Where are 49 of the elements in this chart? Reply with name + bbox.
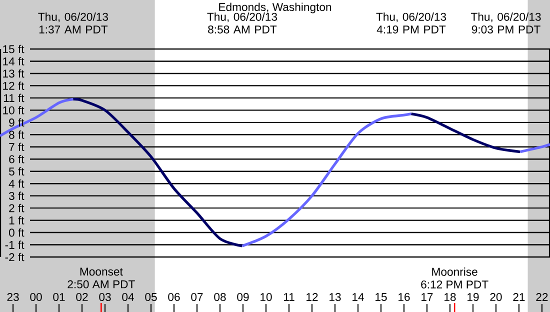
x-tick-label: 15 (376, 293, 387, 301)
ref-line-label: Moonrise 6:12 PM PDT (421, 268, 488, 288)
x-tick-label: 05 (145, 292, 157, 302)
x-tick-label: 09 (237, 292, 249, 302)
text: Thu, 06/20/13 9:03 PM PDT (470, 12, 541, 34)
x-tick-label: 23 (7, 292, 19, 302)
x-tick-label: 22 (536, 293, 548, 301)
x-tick-label: 13 (330, 292, 341, 302)
y-tick-label: 3 ft (8, 192, 24, 200)
x-tick-label: 03 (99, 292, 111, 302)
y-tick-label: 1 ft (9, 216, 24, 224)
x-tick-label: 17 (422, 293, 433, 301)
x-tick-label: 04 (122, 292, 134, 302)
x-tick-label: 11 (284, 293, 294, 301)
x-tick-label: 18 (444, 292, 456, 302)
y-tick-label: -2 ft (5, 252, 24, 262)
y-tick-label: 2 ft (9, 204, 24, 212)
x-tick-label: 21 (513, 293, 525, 301)
x-tick-label: 08 (214, 292, 226, 302)
y-tick-label: 6 ft (9, 154, 24, 164)
chart-title: Edmonds, Washington (219, 2, 332, 14)
y-tick-label: 12 ft (3, 82, 24, 90)
x-tick-label: 12 (306, 293, 318, 301)
x-tick-label: 20 (490, 292, 502, 302)
y-tick-label: 0 ft (8, 228, 24, 237)
text: Thu, 06/20/13 1:37 AM PDT (38, 12, 108, 34)
y-tick-label: 11 ft (4, 94, 24, 102)
x-tick-label: 01 (53, 292, 65, 302)
x-tick-label: 02 (76, 292, 88, 302)
y-tick-label: 9 ft (9, 118, 24, 127)
x-tick-label: 07 (191, 292, 203, 302)
x-tick-label: 16 (398, 292, 410, 302)
y-tick-label: 4 ft (8, 179, 24, 188)
x-tick-label: 10 (260, 292, 272, 302)
ref-line-label: Moonset 2:50 AM PDT (68, 268, 135, 288)
x-tick-label: 06 (168, 292, 180, 302)
text: Thu, 06/20/13 8:58 AM PDT (207, 12, 278, 34)
x-tick-label: 00 (30, 292, 42, 302)
text: Thu, 06/20/13 4:19 PM PDT (376, 12, 446, 34)
y-tick-label: -1 ft (5, 240, 24, 249)
y-tick-label: 5 ft (9, 167, 24, 176)
y-tick-label: 14 ft (3, 57, 24, 66)
y-tick-label: 15 ft (3, 44, 24, 54)
x-tick-label: 14 (352, 293, 364, 301)
y-tick-label: 13 ft (3, 69, 24, 78)
y-tick-label: 8 ft (9, 130, 24, 139)
y-tick-label: 7 ft (9, 142, 24, 152)
x-tick-label: 19 (468, 292, 479, 302)
y-tick-label: 10 ft (3, 106, 24, 114)
